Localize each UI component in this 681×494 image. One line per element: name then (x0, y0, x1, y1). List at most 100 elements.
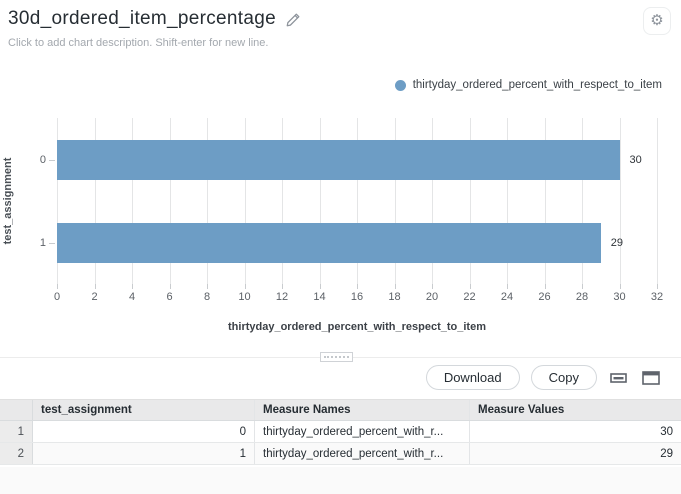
x-axis-tick-label: 8 (203, 291, 211, 303)
y-axis-title: test_assignment (2, 157, 14, 245)
collapse-table-button[interactable] (608, 371, 629, 385)
chart-title[interactable]: 30d_ordered_item_percentage (8, 8, 276, 29)
legend-label: thirtyday_ordered_percent_with_respect_t… (412, 79, 662, 91)
x-axis-tick-label: 30 (613, 291, 626, 303)
gear-icon: ⚙ (650, 12, 664, 29)
x-axis-tickmark (94, 284, 96, 289)
widget-header: 30d_ordered_item_percentage (8, 8, 303, 30)
column-header-measure-names[interactable]: Measure Names (255, 400, 470, 420)
x-axis-tick-label: 16 (350, 291, 364, 303)
chart-plot-area: 30 29 (57, 118, 658, 284)
table-bottom-area (0, 467, 681, 494)
resize-handle[interactable] (320, 352, 353, 362)
expand-table-button[interactable] (640, 369, 662, 387)
x-axis-tick-label: 12 (275, 291, 289, 303)
x-axis-tickmark (469, 284, 471, 289)
legend-color-dot (394, 79, 406, 91)
x-axis-tick-label: 20 (425, 291, 439, 303)
x-axis-tickmark (207, 284, 208, 289)
cell-measure-value[interactable]: 29 (660, 447, 673, 460)
gridline (207, 118, 208, 284)
results-table: test_assignment Measure Names Measure Va… (0, 399, 681, 465)
gridline (394, 118, 396, 284)
x-axis-tick-label: 32 (650, 291, 664, 303)
download-button[interactable]: Download (425, 365, 520, 390)
x-axis-tick-label: 26 (538, 291, 551, 303)
x-axis-tickmark (619, 284, 621, 289)
x-axis-tickmark (169, 284, 171, 289)
cell-measure-value[interactable]: 30 (660, 425, 673, 438)
x-axis-tick-label: 2 (91, 291, 98, 303)
cell-test-assignment[interactable]: 0 (33, 421, 255, 442)
x-axis-tickmark (357, 284, 358, 289)
table-toolbar: Download Copy (425, 365, 662, 390)
row-number: 1 (0, 421, 33, 442)
bar-0[interactable] (57, 139, 620, 180)
x-axis-tick-label: 28 (575, 291, 589, 303)
bar-1[interactable] (57, 222, 601, 263)
edit-title-button[interactable] (284, 10, 303, 29)
x-axis-tickmark (507, 284, 508, 289)
x-axis-tick-label: 0 (53, 291, 61, 303)
table-row[interactable]: 2 1 thirtyday_ordered_percent_with_r... 29 (0, 443, 681, 465)
x-axis-tick-label: 18 (388, 291, 401, 303)
column-header-test-assignment[interactable]: test_assignment (33, 400, 255, 420)
x-axis-tickmark (432, 284, 433, 289)
bar-chart: 30 29 test_assignment thirtyday_ordered_p… (0, 110, 681, 360)
x-axis-tickmark (132, 284, 133, 289)
column-header-measure-values[interactable]: Measure Values (478, 404, 565, 416)
gridline (619, 118, 621, 284)
bar-value-label: 30 (629, 153, 642, 166)
x-axis-tick-label: 22 (463, 291, 476, 303)
x-axis-tickmark (582, 284, 583, 289)
x-axis-tickmark (57, 284, 58, 289)
copy-button[interactable]: Copy (530, 365, 597, 390)
table-header-row: test_assignment Measure Names Measure Va… (0, 399, 681, 421)
gridline (657, 118, 658, 284)
gridline (319, 118, 321, 284)
x-axis-tick-label: 24 (500, 291, 514, 303)
gridline (94, 118, 96, 284)
row-number: 2 (0, 443, 33, 464)
table-body: 1 0 thirtyday_ordered_percent_with_r... 30 2… (0, 421, 681, 465)
x-axis-tick-label: 14 (313, 291, 326, 303)
gridline (357, 118, 358, 284)
cell-measure-name[interactable]: thirtyday_ordered_percent_with_r... (255, 443, 470, 464)
gridline (244, 118, 246, 284)
x-axis-tickmark (282, 284, 283, 289)
y-axis-tickmark (49, 242, 55, 244)
gridline (132, 118, 133, 284)
chart-description-placeholder[interactable]: Click to add chart description. Shift-en… (8, 37, 269, 49)
bar-value-label: 29 (610, 236, 623, 249)
gridline (169, 118, 171, 284)
cell-test-assignment[interactable]: 1 (33, 443, 255, 464)
x-axis-tickmark (244, 284, 246, 289)
pencil-icon (286, 12, 301, 27)
x-axis-tick-label: 4 (128, 291, 136, 303)
table-row[interactable]: 1 0 thirtyday_ordered_percent_with_r... 30 (0, 421, 681, 443)
gridline (544, 118, 546, 284)
gridline (432, 118, 433, 284)
gridline (582, 118, 583, 284)
legend-item[interactable]: thirtyday_ordered_percent_with_respect_t… (394, 79, 662, 91)
y-axis-category-label: 0 (39, 153, 46, 166)
x-axis-tickmark (544, 284, 546, 289)
x-axis-tick-label: 6 (166, 291, 173, 303)
gridline (57, 118, 58, 284)
gridline (469, 118, 471, 284)
gridline (507, 118, 508, 284)
cell-measure-name[interactable]: thirtyday_ordered_percent_with_r... (255, 421, 470, 442)
x-axis-title: thirtyday_ordered_percent_with_respect_t… (228, 321, 486, 333)
y-axis-category-label: 1 (39, 236, 46, 249)
x-axis-tickmark (394, 284, 396, 289)
row-number-header (0, 400, 33, 420)
x-axis-tick-label: 10 (238, 291, 251, 303)
window-icon (642, 370, 660, 385)
y-axis-tickmark (49, 159, 55, 161)
x-axis-tickmark (319, 284, 321, 289)
gridline (282, 118, 283, 284)
minimize-icon (610, 372, 627, 383)
x-axis-tickmark (657, 284, 658, 289)
settings-button[interactable]: ⚙ (643, 7, 671, 35)
